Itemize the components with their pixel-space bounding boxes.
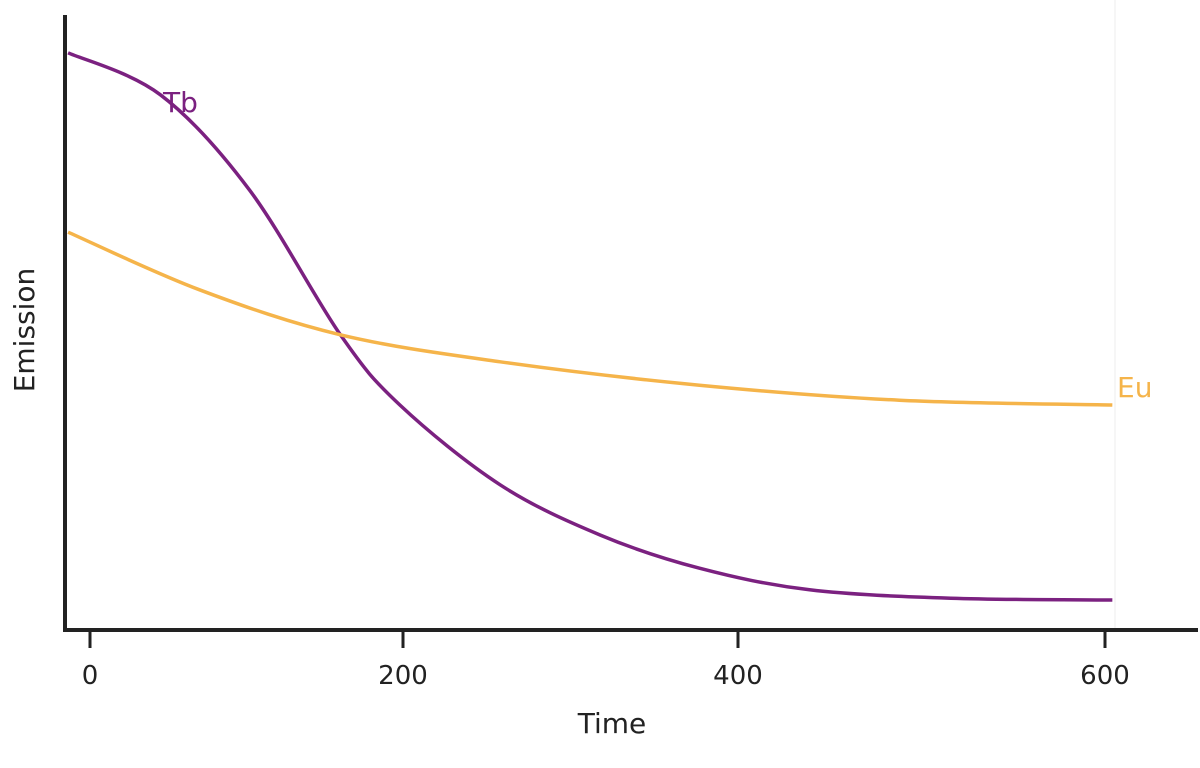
series-label-tb: Tb	[162, 86, 198, 119]
y-axis-label: Emission	[8, 268, 41, 393]
x-tick-label: 600	[1080, 661, 1130, 691]
series-label-eu: Eu	[1117, 371, 1152, 404]
x-tick-label: 0	[82, 661, 99, 691]
series-line-tb	[67, 51, 1113, 602]
x-tick-label: 200	[378, 661, 428, 691]
x-axis-label: Time	[577, 707, 647, 740]
series-line-eu	[67, 230, 1113, 407]
x-tick-label: 400	[713, 661, 763, 691]
